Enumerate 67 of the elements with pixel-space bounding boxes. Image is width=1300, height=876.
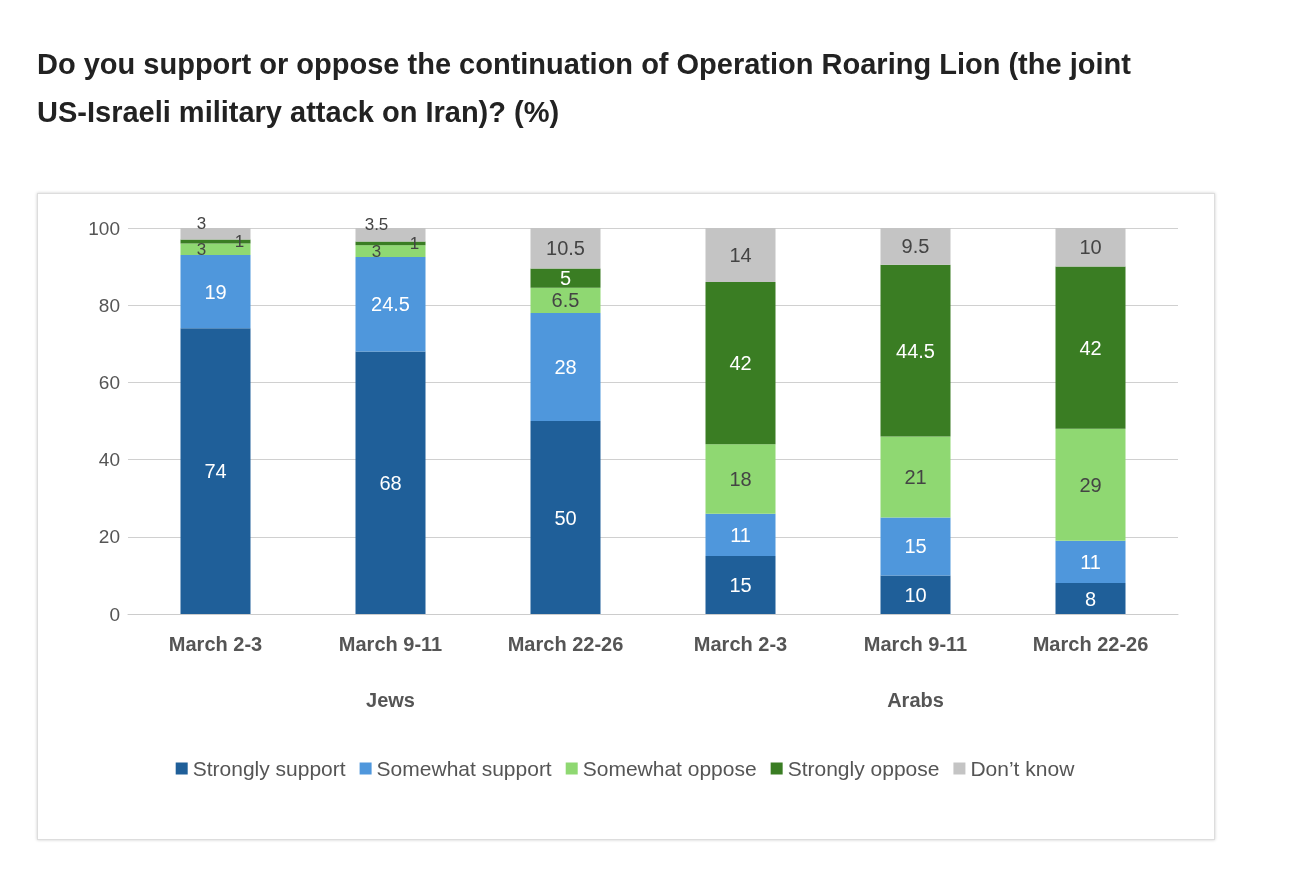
- data-label: 18: [729, 467, 752, 490]
- data-label: 8: [1084, 587, 1097, 610]
- bar: [530, 268, 601, 288]
- bar: [705, 282, 776, 445]
- data-label: 24.5: [371, 293, 410, 316]
- data-label: 28: [554, 355, 577, 378]
- bar: [530, 312, 601, 421]
- data-label: 19: [204, 280, 227, 303]
- data-label: 42: [1079, 336, 1102, 359]
- data-label: 10: [1079, 236, 1102, 259]
- bar: [880, 575, 951, 614]
- bar: [1055, 583, 1126, 614]
- x-tick-label: March 9-11: [338, 633, 443, 655]
- bar: [180, 255, 251, 329]
- y-tick-label: 20: [98, 526, 120, 548]
- bar: [705, 513, 776, 557]
- legend-label: Strongly support: [192, 757, 346, 780]
- bar: [530, 421, 601, 614]
- data-label: 10: [904, 583, 927, 606]
- x-tick-label: March 9-11: [863, 633, 968, 655]
- text: Arabs: [887, 689, 944, 711]
- data-label: 15: [729, 574, 752, 597]
- data-label: 14: [729, 244, 752, 267]
- x-tick-label: March 2-3: [168, 633, 263, 655]
- bar: [1055, 540, 1126, 584]
- x-tick-label: March 22-26: [1032, 633, 1149, 655]
- chart-title: Do you support or oppose the continuation of Operation Roaring Lion (the joint US-Israeli military attack on Iran)? (%): [37, 47, 1132, 130]
- data-label: 5: [559, 267, 572, 290]
- y-tick-label: 60: [98, 371, 120, 393]
- data-label: 29: [1079, 473, 1102, 496]
- bar: [880, 517, 951, 576]
- bar: [355, 351, 426, 614]
- data-label: 68: [379, 471, 402, 494]
- y-tick-label: 100: [88, 217, 120, 239]
- text: Jews: [366, 689, 415, 711]
- data-label: 3.5: [364, 215, 389, 235]
- data-label: 3: [371, 241, 382, 261]
- data-label: 11: [730, 523, 751, 546]
- data-label: 9.5: [901, 235, 930, 258]
- y-tick-label: 40: [98, 449, 120, 471]
- legend-label: Somewhat oppose: [582, 757, 757, 780]
- data-label: 11: [1080, 550, 1101, 573]
- data-label: 21: [904, 465, 927, 488]
- y-tick-label: 0: [109, 603, 120, 625]
- x-tick-label: March 2-3: [693, 633, 788, 655]
- data-label: 50: [554, 506, 577, 529]
- data-label: 42: [729, 352, 752, 375]
- bar: [705, 444, 776, 514]
- data-label: 3: [196, 214, 207, 234]
- bar: [180, 328, 251, 614]
- legend-label: Don’t know: [970, 757, 1076, 780]
- y-tick-label: 80: [98, 294, 120, 316]
- data-label: 74: [204, 460, 227, 483]
- data-label: 3: [196, 239, 207, 259]
- bar: [880, 436, 951, 518]
- bar: [705, 556, 776, 614]
- bar: [880, 264, 951, 437]
- bar: [355, 256, 426, 352]
- legend-label: Somewhat support: [376, 757, 552, 780]
- legend-label: Strongly oppose: [787, 757, 940, 780]
- bar: [1055, 266, 1126, 429]
- data-label: 15: [904, 535, 927, 558]
- data-label: 10.5: [546, 237, 585, 260]
- data-label: 44.5: [896, 339, 935, 362]
- x-tick-label: March 22-26: [507, 633, 624, 655]
- bar: [1055, 428, 1126, 541]
- data-label: 6.5: [551, 289, 580, 312]
